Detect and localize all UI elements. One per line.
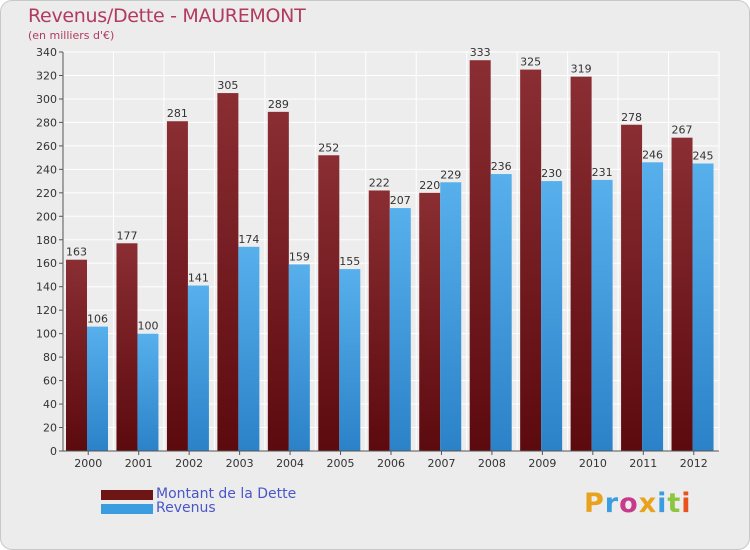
- value-label-revenus-2008: 236: [491, 160, 512, 173]
- logo-letter: x: [638, 488, 658, 519]
- legend-label-revenus: Revenus: [156, 500, 216, 516]
- bar-debt-2003: [217, 93, 239, 451]
- bar-debt-2004: [267, 111, 289, 451]
- value-label-debt-2005: 252: [318, 141, 339, 154]
- bar-revenus-2008: [490, 174, 512, 451]
- y-tick-label: 80: [43, 351, 57, 364]
- value-label-revenus-2012: 245: [693, 149, 714, 162]
- bar-revenus-2010: [591, 179, 613, 451]
- logo-letter: t: [667, 488, 682, 519]
- x-tick-label-2007: 2007: [427, 457, 455, 470]
- y-tick-label: 40: [43, 398, 57, 411]
- logo-letter: i: [657, 488, 668, 519]
- value-label-revenus-2011: 246: [642, 148, 663, 161]
- y-tick-label: 160: [36, 257, 57, 270]
- bar-debt-2000: [66, 259, 87, 451]
- proxiti-logo: Proxiti: [584, 488, 692, 519]
- y-tick-label: 60: [43, 375, 57, 388]
- logo-letter: o: [619, 488, 639, 519]
- value-label-debt-2012: 267: [672, 124, 693, 137]
- value-label-debt-2010: 319: [571, 63, 592, 76]
- x-tick-label-2009: 2009: [528, 457, 556, 470]
- bar-revenus-2004: [288, 264, 310, 451]
- value-label-debt-2009: 325: [520, 56, 541, 69]
- bar-revenus-2011: [642, 162, 664, 451]
- bar-revenus-2001: [137, 333, 159, 451]
- bar-revenus-2003: [238, 246, 260, 451]
- x-tick-label-2002: 2002: [175, 457, 203, 470]
- bar-debt-2009: [520, 69, 542, 452]
- bar-debt-2002: [166, 121, 188, 452]
- value-label-revenus-2001: 100: [137, 320, 158, 333]
- value-label-revenus-2005: 155: [339, 255, 360, 268]
- x-tick-label-2005: 2005: [327, 457, 355, 470]
- logo-letter: r: [604, 488, 620, 519]
- bar-debt-2007: [419, 192, 441, 451]
- bar-revenus-2002: [187, 285, 209, 451]
- value-label-revenus-2006: 207: [390, 194, 411, 207]
- value-label-debt-2007: 220: [419, 179, 440, 192]
- value-label-debt-2001: 177: [116, 229, 137, 242]
- value-label-revenus-2000: 106: [87, 313, 108, 326]
- value-label-debt-2008: 333: [470, 46, 491, 59]
- bar-revenus-2005: [339, 269, 361, 451]
- chart-subtitle: (en milliers d'€): [28, 29, 115, 42]
- value-label-revenus-2002: 141: [188, 272, 209, 285]
- value-label-debt-2003: 305: [217, 79, 238, 92]
- bar-revenus-2009: [541, 181, 563, 451]
- y-tick-label: 140: [36, 281, 57, 294]
- x-tick-label-2004: 2004: [276, 457, 304, 470]
- y-tick-label: 120: [36, 304, 57, 317]
- value-label-revenus-2003: 174: [238, 233, 259, 246]
- y-tick-label: 100: [36, 328, 57, 341]
- bar-debt-2012: [671, 137, 693, 451]
- x-tick-label-2008: 2008: [478, 457, 506, 470]
- y-tick-label: 340: [36, 46, 57, 59]
- y-tick-label: 20: [43, 422, 57, 435]
- value-label-revenus-2010: 231: [592, 166, 613, 179]
- value-label-revenus-2007: 229: [440, 168, 461, 181]
- x-tick-label-2003: 2003: [226, 457, 254, 470]
- y-tick-label: 260: [36, 140, 57, 153]
- bar-revenus-2000: [87, 326, 108, 451]
- x-tick-label-2011: 2011: [629, 457, 657, 470]
- bar-revenus-2012: [692, 163, 714, 451]
- bar-debt-2006: [368, 190, 390, 451]
- y-tick-label: 0: [50, 445, 57, 458]
- value-label-revenus-2009: 230: [541, 167, 562, 180]
- value-label-debt-2000: 163: [66, 246, 87, 259]
- value-label-debt-2002: 281: [167, 107, 188, 120]
- value-label-revenus-2004: 159: [289, 250, 310, 263]
- y-tick-label: 220: [36, 187, 57, 200]
- logo-letter: P: [584, 488, 605, 519]
- y-tick-label: 320: [36, 69, 57, 82]
- bar-revenus-2007: [440, 182, 462, 451]
- x-tick-label-2010: 2010: [579, 457, 607, 470]
- x-tick-label-2012: 2012: [680, 457, 708, 470]
- chart-title: Revenus/Dette - MAUREMONT: [28, 5, 306, 27]
- legend-swatch-debt: [101, 490, 153, 500]
- y-tick-label: 300: [36, 93, 57, 106]
- y-tick-label: 180: [36, 234, 57, 247]
- legend-swatch-revenus: [101, 504, 153, 514]
- value-label-debt-2004: 289: [268, 98, 289, 111]
- logo-letter: i: [681, 488, 692, 519]
- y-tick-label: 280: [36, 116, 57, 129]
- x-tick-label-2006: 2006: [377, 457, 405, 470]
- bar-debt-2008: [469, 60, 491, 451]
- value-label-debt-2006: 222: [369, 176, 390, 189]
- legend-label-debt: Montant de la Dette: [156, 486, 297, 502]
- y-tick-label: 240: [36, 163, 57, 176]
- bar-debt-2005: [318, 155, 340, 452]
- y-tick-label: 200: [36, 210, 57, 223]
- value-label-debt-2011: 278: [621, 111, 642, 124]
- bar-debt-2010: [570, 76, 592, 452]
- x-tick-label-2000: 2000: [74, 457, 102, 470]
- bar-debt-2001: [116, 243, 138, 451]
- bar-revenus-2006: [389, 208, 411, 451]
- bar-debt-2011: [621, 124, 643, 452]
- x-tick-label-2001: 2001: [125, 457, 153, 470]
